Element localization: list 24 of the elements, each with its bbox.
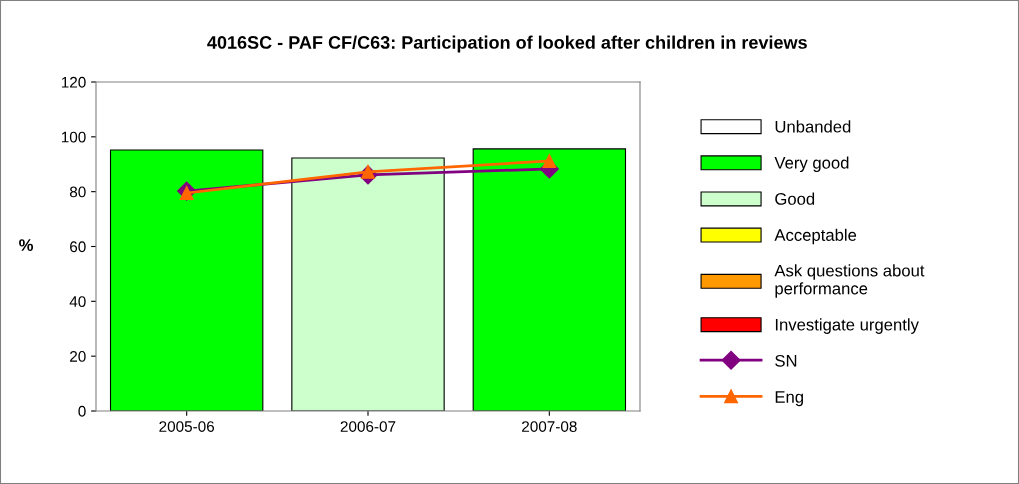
legend-label: Ask questions about performance bbox=[774, 264, 925, 298]
legend-label: Unbanded bbox=[775, 120, 851, 133]
y-tick-label: 40 bbox=[69, 296, 86, 308]
y-tick-label: 80 bbox=[69, 186, 86, 198]
point bbox=[542, 154, 557, 168]
legend-label: Eng bbox=[775, 391, 803, 407]
y-tick-label: 120 bbox=[61, 76, 86, 88]
x-tick-label: 2005-06 bbox=[159, 421, 215, 432]
y-tick-label: 20 bbox=[70, 351, 86, 362]
x-tick-label: 2006-07 bbox=[340, 421, 396, 432]
y-tick-label: 0 bbox=[78, 405, 86, 417]
bar bbox=[291, 157, 445, 411]
y-tick-label: 60 bbox=[70, 241, 86, 253]
legend-label: SN bbox=[775, 354, 797, 367]
legend-label: Very good bbox=[774, 156, 849, 173]
x-tick-label: 2007-08 bbox=[522, 421, 577, 432]
legend-label: Acceptable bbox=[774, 228, 857, 245]
bar bbox=[472, 148, 627, 411]
y-axis-title: % bbox=[19, 239, 34, 251]
y-tick-label: 100 bbox=[61, 131, 86, 143]
chart-title: 4016SC - PAF CF/C63: Participation of looked after children in reviews bbox=[207, 35, 807, 53]
legend-label: Investigate urgently bbox=[775, 318, 919, 334]
bar bbox=[109, 149, 264, 411]
legend-label: Good bbox=[775, 192, 815, 205]
